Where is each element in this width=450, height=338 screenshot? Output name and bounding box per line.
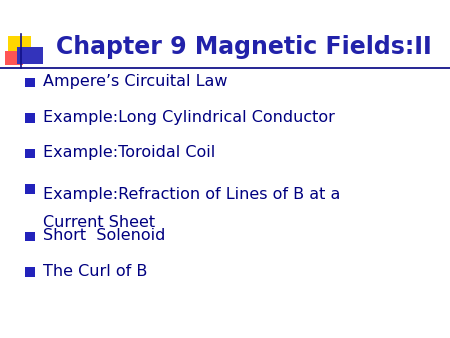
Bar [8,36,32,52]
Bar [25,184,35,194]
Text: Ampere’s Circuital Law: Ampere’s Circuital Law [43,74,227,89]
Text: Chapter 9 Magnetic Fields:II: Chapter 9 Magnetic Fields:II [56,35,432,59]
Bar [17,47,43,64]
Bar [25,78,35,87]
Bar [25,113,35,123]
Text: Example:Refraction of Lines of B at a: Example:Refraction of Lines of B at a [43,187,340,202]
Text: Short  Solenoid: Short Solenoid [43,228,165,243]
Bar [25,149,35,158]
Bar [25,267,35,276]
Text: Current Sheet: Current Sheet [43,215,155,230]
Text: Example:Toroidal Coil: Example:Toroidal Coil [43,145,215,160]
Bar [4,51,23,65]
Text: The Curl of B: The Curl of B [43,264,147,279]
Text: Example:Long Cylindrical Conductor: Example:Long Cylindrical Conductor [43,110,335,125]
Bar [25,232,35,241]
